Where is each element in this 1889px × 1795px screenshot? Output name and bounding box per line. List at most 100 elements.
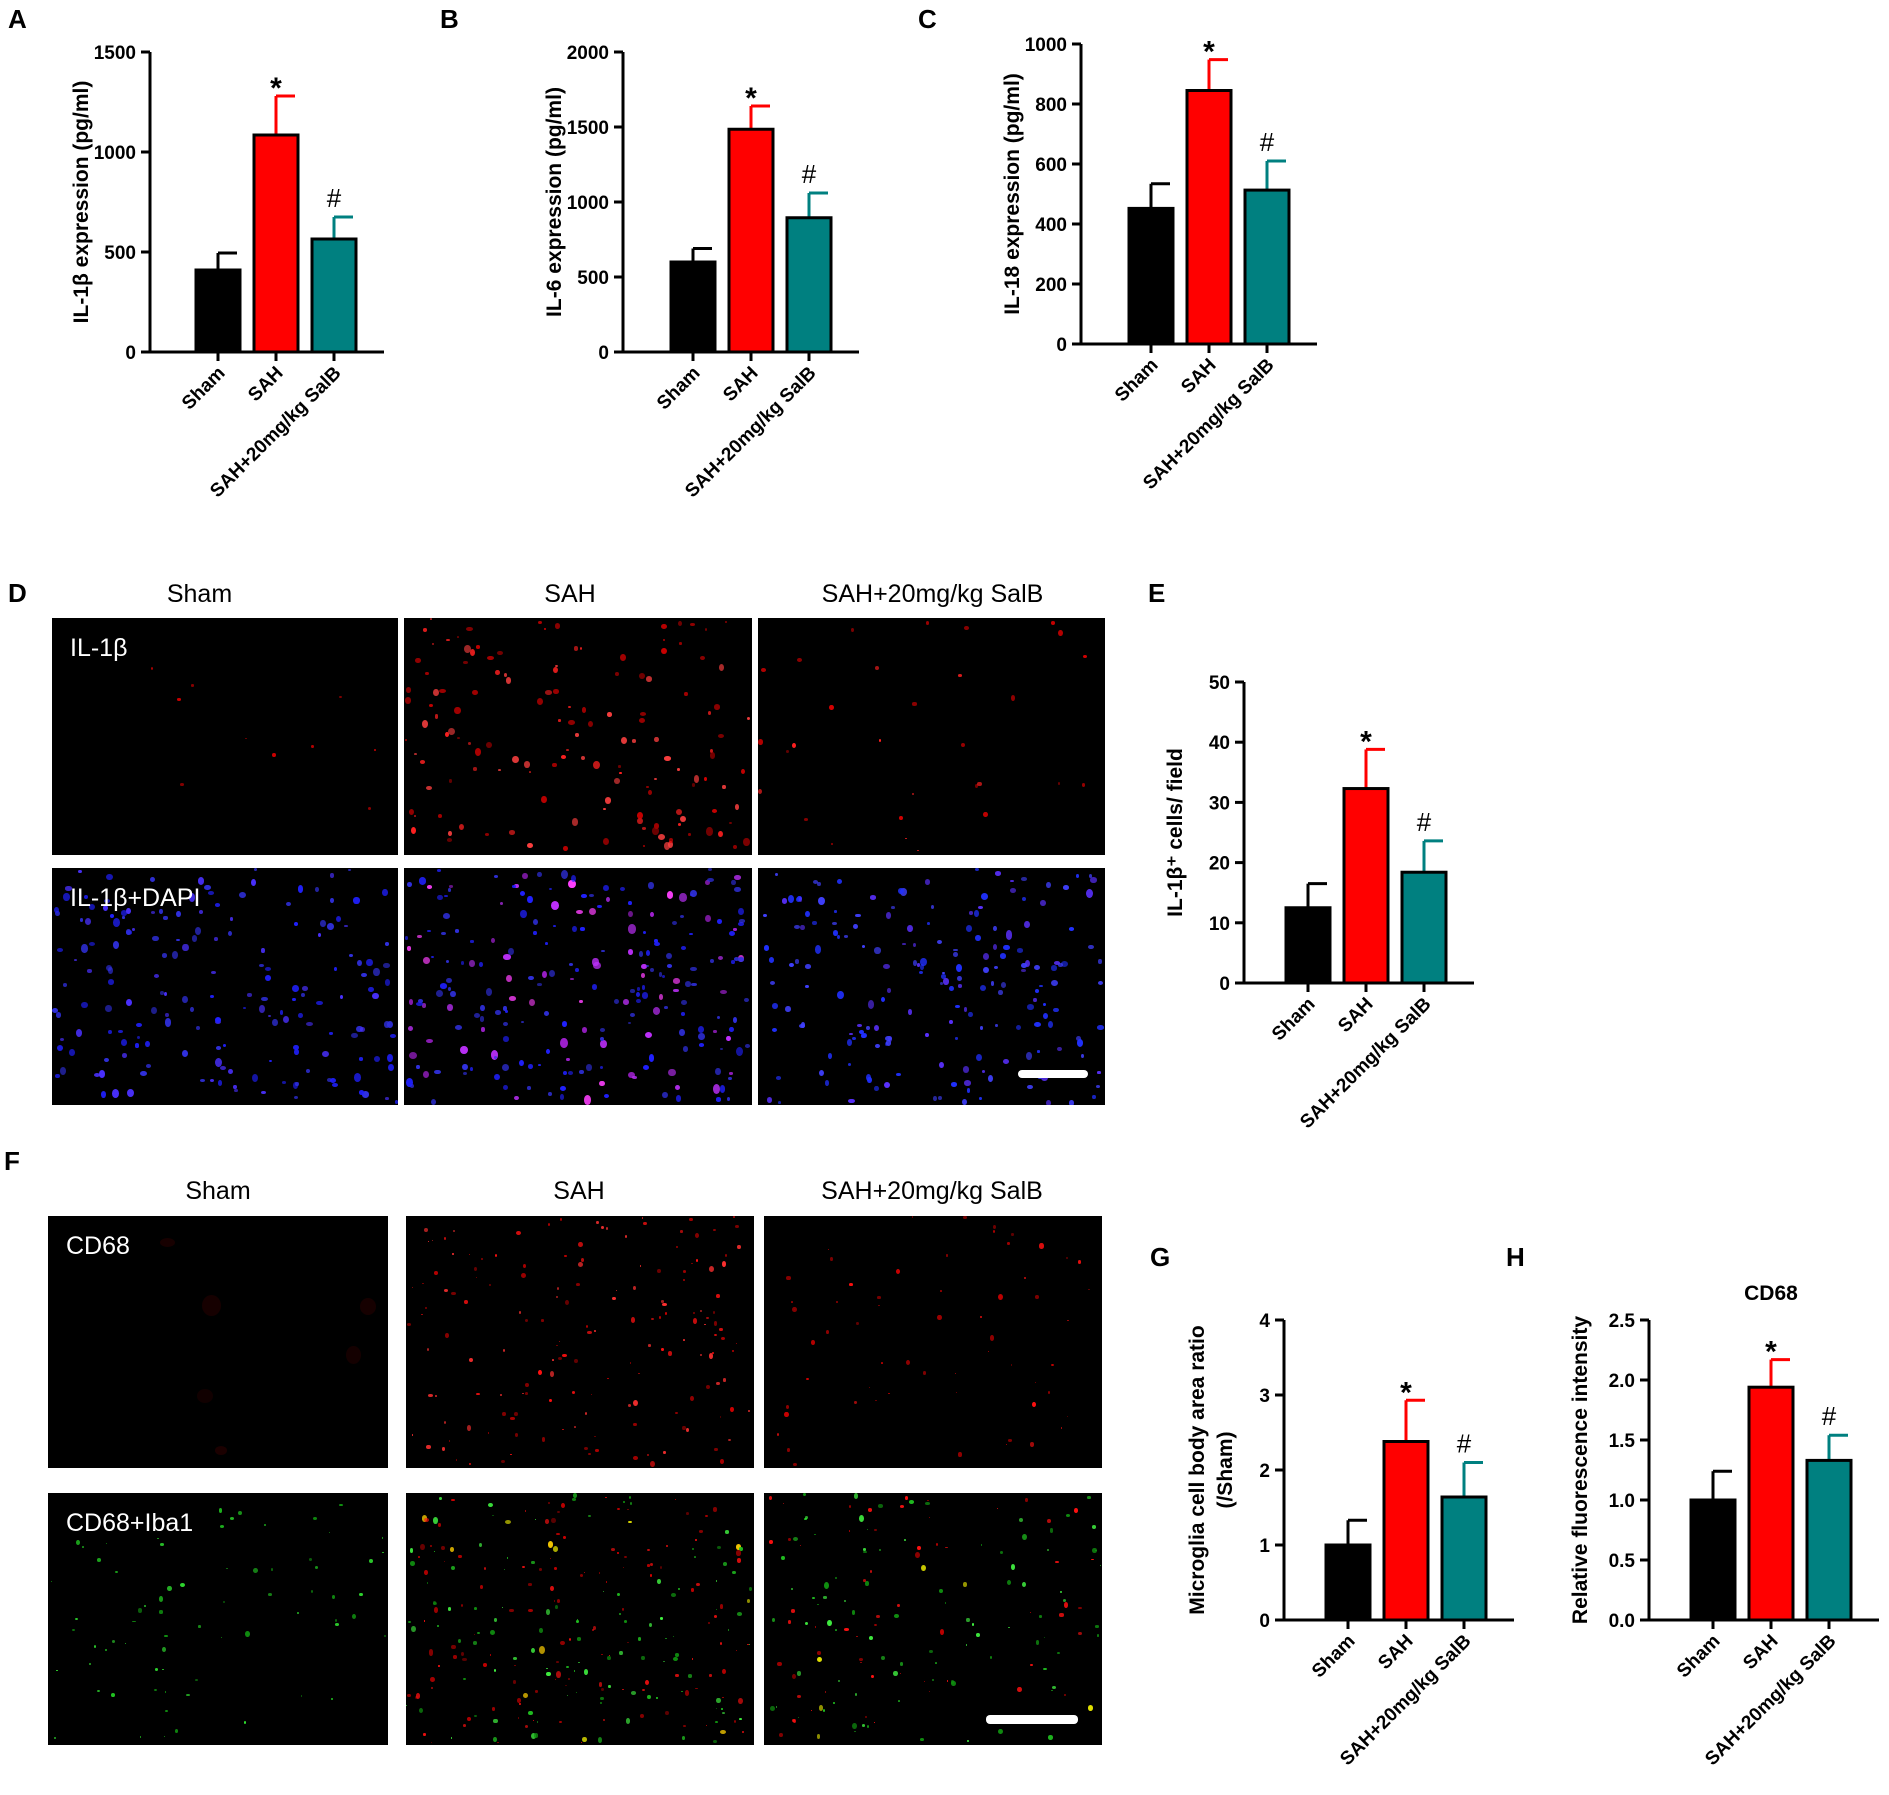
cell-spot [388,1064,395,1072]
cell-spot [493,1718,498,1724]
cell-spot [267,1593,272,1597]
micrograph-label-cd68: CD68 [66,1232,130,1260]
cell-spot [884,1081,891,1089]
cell-spot [713,1334,717,1337]
cell-spot [674,1653,679,1657]
cell-spot [975,935,981,941]
cell-spot [265,974,271,981]
cell-spot [543,628,547,631]
cell-spot [908,1009,912,1015]
cell-spot [824,1691,827,1693]
cell-spot [1058,629,1063,637]
cell-spot [151,1006,157,1015]
cell-spot [369,1558,374,1564]
cell-spot [57,948,64,952]
cell-spot [505,1519,511,1524]
cell-spot [573,646,579,651]
cell-spot [699,655,706,661]
cell-spot [121,1039,128,1046]
cell-spot [797,1716,799,1718]
cell-spot [600,1225,605,1230]
cell-spot [815,945,822,954]
cell-spot [125,929,132,935]
cell-spot [452,1253,454,1255]
cell-spot [721,1708,723,1711]
cell-spot [734,1720,737,1723]
cell-spot [834,1628,837,1631]
panel-letter-d: D [8,578,27,608]
cell-spot [804,964,812,969]
cell-spot [98,1070,106,1078]
cell-spot [648,1054,655,1062]
cell-spot [599,1682,603,1687]
cell-spot [863,1550,868,1554]
cell-spot [1036,1050,1041,1053]
cell-spot [934,1662,938,1665]
cell-spot [448,1440,450,1442]
cell-spot [300,1695,303,1697]
cell-spot [730,960,736,964]
cell-spot [455,1459,458,1461]
cell-spot [54,910,60,917]
cell-spot [601,949,605,952]
cell-spot [562,846,569,852]
cell-spot [566,748,570,751]
cell-spot [480,1027,485,1032]
cell-spot [202,1294,222,1316]
cell-spot [107,978,115,985]
cell-spot [679,893,687,902]
cell-spot [906,1360,911,1366]
y-tick-label: 0.0 [1609,1611,1635,1632]
cell-spot [434,1271,439,1275]
cell-spot [864,1716,867,1719]
cell-spot [163,991,168,997]
cell-spot [298,1012,303,1018]
x-tick-label: SAH [1177,355,1220,398]
cell-spot [811,1340,816,1345]
cell-spot [743,838,750,847]
cell-spot [1021,969,1026,973]
y-axis-label: Microglia cell body area ratio [1186,1325,1209,1614]
cell-spot [494,1010,502,1016]
cell-spot [607,712,612,717]
cell-spot [762,913,768,918]
cell-spot [537,871,542,877]
cell-spot [833,1702,835,1705]
cell-spot [219,1065,227,1071]
cell-spot [528,1711,533,1716]
cell-spot [878,1504,883,1509]
cell-spot [679,642,683,645]
cell-spot [438,1665,440,1668]
cell-spot [923,1680,926,1683]
cell-spot [989,1656,992,1659]
cell-spot [817,1650,821,1655]
cell-spot [699,1043,705,1047]
cell-spot [695,1258,699,1262]
cell-spot [559,1218,563,1222]
cell-spot [57,1045,64,1052]
cell-spot [335,1623,339,1627]
cell-spot [739,919,745,923]
cell-spot [161,1646,166,1652]
cell-spot [579,646,583,651]
cell-spot [1021,1581,1027,1588]
cell-spot [761,668,766,672]
y-tick-label: 1.0 [1609,1491,1635,1512]
cell-spot [407,1025,414,1032]
cell-spot [876,1614,880,1619]
cell-spot [196,1025,201,1030]
scale-bar [1018,1070,1088,1078]
cell-spot [291,997,296,1002]
cell-spot [527,895,533,904]
cell-spot [804,984,809,989]
cell-spot [722,1668,727,1674]
cell-spot [856,1635,859,1638]
cell-spot [82,1546,84,1549]
cell-spot [433,1606,439,1613]
cell-spot [691,1262,693,1264]
cell-spot [735,1544,741,1550]
cell-spot [335,915,342,922]
cell-spot [769,1496,773,1501]
cell-spot [794,924,800,929]
cell-spot [797,1695,802,1699]
